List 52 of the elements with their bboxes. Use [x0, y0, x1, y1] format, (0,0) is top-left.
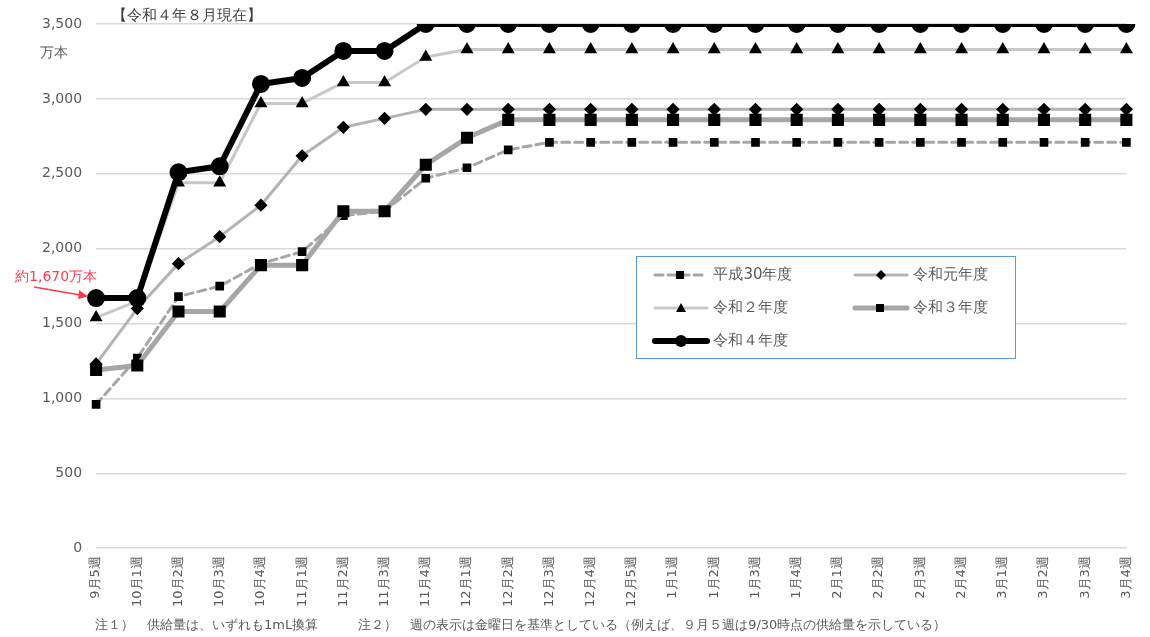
y-tick-label: 1,000 — [41, 389, 83, 406]
x-tick-label: 1月1週 — [664, 556, 680, 599]
x-tick-label: 10月4週 — [252, 556, 268, 608]
y-axis-title: 万本 — [40, 44, 68, 62]
y-tick-label: 2,000 — [41, 239, 83, 256]
x-tick-label: 1月4週 — [788, 556, 804, 599]
y-tick-label: 3,000 — [41, 89, 83, 106]
y-tick-label: 1,500 — [41, 314, 83, 331]
x-tick-label: 12月2週 — [499, 556, 515, 608]
point — [251, 74, 270, 93]
legend-label: 令和４年度 — [713, 331, 789, 351]
x-tick-label: 10月2週 — [169, 556, 185, 608]
x-tick-label: 2月1週 — [829, 556, 845, 599]
legend-label: 令和３年度 — [913, 298, 989, 318]
x-tick-label: 3月3週 — [1076, 556, 1092, 599]
text: 注２） 週の表示は金曜日を基準としている（例えば、９月５週は9/30時点の供給量を示している） — [358, 617, 947, 632]
point — [293, 68, 312, 87]
x-tick-label: 1月2週 — [705, 556, 721, 599]
y-tick-label: 500 — [55, 463, 83, 480]
legend-label: 令和２年度 — [713, 298, 789, 318]
x-tick-label: 3月2週 — [1035, 556, 1051, 599]
point — [128, 289, 147, 308]
x-tick-label: 3月1週 — [994, 556, 1010, 599]
x-tick-label: 11月1週 — [293, 556, 309, 608]
x-tick-label: 2月4週 — [952, 556, 968, 599]
chart-title: 【令和４年８月現在】 — [112, 6, 262, 25]
point — [334, 41, 353, 60]
x-tick-label: 10月1週 — [128, 556, 144, 608]
x-tick-label: 12月5週 — [623, 556, 639, 608]
x-tick-label: 3月4週 — [1117, 556, 1133, 599]
x-tick-label: 2月2週 — [870, 556, 886, 599]
x-tick-label: 10月3週 — [211, 556, 227, 608]
point — [210, 157, 229, 176]
x-tick-label: 12月4週 — [582, 556, 598, 608]
x-tick-label: 11月2週 — [334, 556, 350, 608]
legend-label: 令和元年度 — [913, 265, 989, 285]
x-tick-label: 11月4週 — [417, 556, 433, 608]
x-tick-label: 12月3週 — [540, 556, 556, 608]
point — [169, 163, 188, 182]
point — [87, 289, 106, 308]
point — [375, 41, 394, 60]
x-tick-label: 9月5週 — [87, 556, 103, 599]
x-tick-label: 2月3週 — [911, 556, 927, 599]
y-tick-label: 2,500 — [41, 164, 83, 181]
y-tick-label: 3,500 — [41, 14, 83, 31]
annotation: 約1,670万本 — [15, 267, 98, 284]
x-tick-label: 1月3週 — [746, 556, 762, 599]
x-tick-label: 11月3週 — [375, 556, 391, 608]
x-tick-label: 12月1週 — [458, 556, 474, 608]
text: 注１） 供給量は、いずれも1mL換算 — [95, 617, 319, 632]
y-tick-label: 0 — [73, 538, 83, 555]
legend-label: 平成30年度 — [713, 265, 793, 285]
